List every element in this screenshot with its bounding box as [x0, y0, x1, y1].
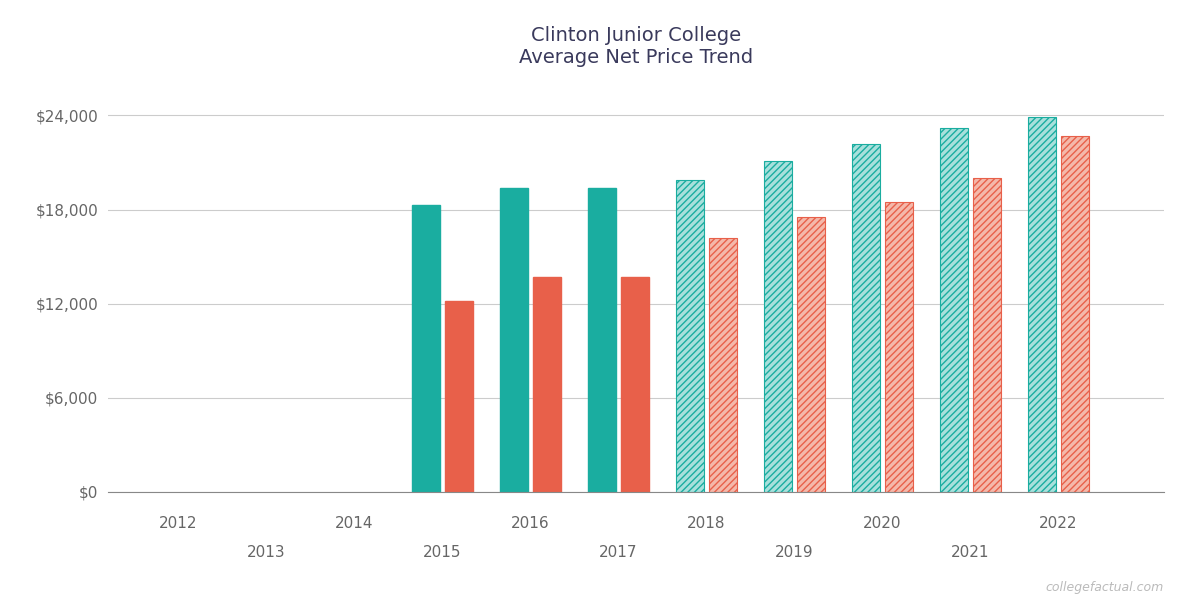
Bar: [1061, 136, 1088, 492]
Text: 2016: 2016: [511, 517, 550, 532]
Text: 2015: 2015: [424, 545, 462, 560]
Text: 2019: 2019: [775, 545, 814, 560]
Bar: [445, 301, 473, 492]
Bar: [884, 202, 913, 492]
Text: 2012: 2012: [160, 517, 198, 532]
Text: 2017: 2017: [599, 545, 637, 560]
Bar: [973, 178, 1001, 492]
Bar: [940, 128, 968, 492]
Bar: [764, 161, 792, 492]
Text: 2013: 2013: [247, 545, 286, 560]
Bar: [852, 143, 880, 492]
Bar: [620, 277, 649, 492]
Text: 2022: 2022: [1039, 517, 1078, 532]
Bar: [1028, 117, 1056, 492]
Text: 2020: 2020: [863, 517, 901, 532]
Text: 2014: 2014: [335, 517, 373, 532]
Text: 2021: 2021: [952, 545, 990, 560]
Text: 2018: 2018: [688, 517, 726, 532]
Bar: [676, 180, 704, 492]
Bar: [588, 188, 616, 492]
Bar: [533, 277, 560, 492]
Bar: [500, 188, 528, 492]
Bar: [797, 217, 824, 492]
Bar: [709, 238, 737, 492]
Text: collegefactual.com: collegefactual.com: [1045, 581, 1164, 594]
Title: Clinton Junior College
Average Net Price Trend: Clinton Junior College Average Net Price…: [518, 26, 754, 67]
Bar: [412, 205, 440, 492]
